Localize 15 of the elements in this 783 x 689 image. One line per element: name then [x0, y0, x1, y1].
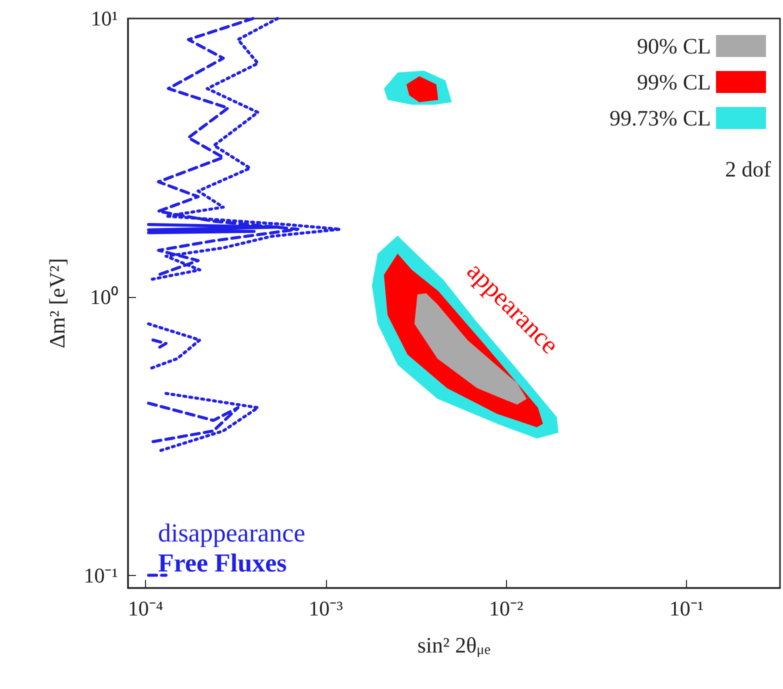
legend-label: 90% CL [637, 34, 711, 58]
y-axis-title: Δm² [eV²] [44, 258, 70, 348]
legend-label: 99% CL [637, 70, 711, 94]
annotation: disappearance [158, 518, 306, 548]
y-tick-label: 10⁰ [90, 284, 118, 309]
x-tick-label: 10⁻¹ [669, 596, 704, 620]
legend-label: 99.73% CL [610, 106, 711, 130]
annotation: Free Fluxes [158, 548, 287, 578]
x-axis-title: sin² 2θμe [417, 632, 491, 658]
y-tick-label: 10⁻¹ [84, 563, 118, 588]
x-tick-label: 10⁻³ [308, 596, 343, 620]
x-tick-label: 10⁻² [489, 596, 524, 620]
y-tick-label: 10¹ [90, 6, 118, 30]
legend-title: 2 dof [725, 156, 772, 182]
x-tick-label: 10⁻⁴ [128, 596, 164, 620]
